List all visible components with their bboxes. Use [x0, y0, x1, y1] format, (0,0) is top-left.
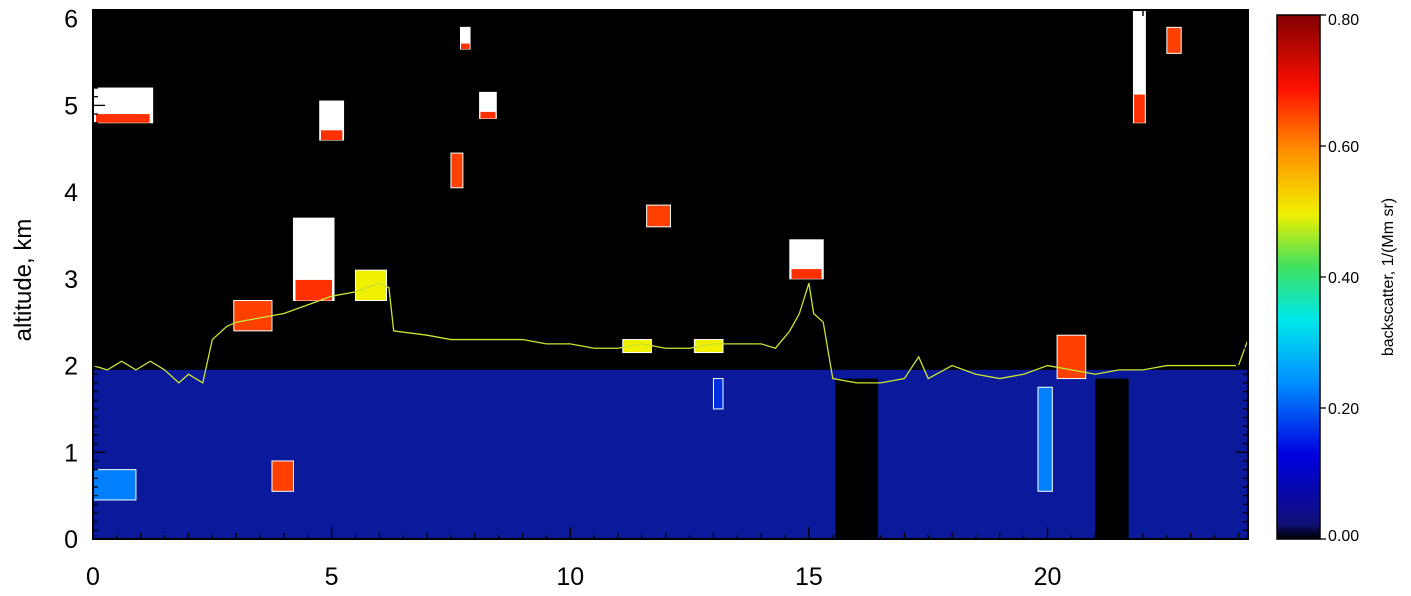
aerosol-patch-core-1 — [320, 130, 343, 141]
aerosol-patch-core-0 — [95, 114, 150, 123]
aerosol-patch-core-5 — [295, 279, 332, 301]
aerosol-patch-core-14 — [1134, 94, 1145, 123]
boundary-layer-region — [93, 369, 1248, 539]
colorbar-tick-label: 0.60 — [1328, 139, 1359, 156]
y-tick-label: 0 — [64, 526, 78, 554]
x-tick-label: 15 — [795, 563, 823, 591]
colorbar-tick-label: 0.40 — [1328, 270, 1359, 287]
x-tick-label: 5 — [325, 563, 339, 591]
colorbar-ticks: 0.00 0.20 0.40 0.60 0.80 — [1320, 12, 1359, 545]
x-tick-label: 20 — [1034, 563, 1062, 591]
boundary-layer-fill — [93, 369, 1248, 539]
aerosol-patch-6 — [233, 300, 273, 332]
aerosol-patch-17 — [712, 378, 724, 410]
colorbar-gradient — [1276, 14, 1321, 540]
series-lines — [93, 282, 1248, 384]
colorbar-tick-label: 0.00 — [1328, 528, 1359, 545]
y-axis-title: altitude, km — [10, 219, 37, 342]
data-gap-0 — [835, 378, 879, 539]
x-tick-label: 10 — [556, 563, 584, 591]
aerosol-patch-12 — [271, 460, 294, 492]
aerosol-patch-core-9 — [791, 269, 822, 279]
aerosol-patches — [93, 10, 1182, 501]
aerosol-patch-11 — [693, 339, 724, 354]
y-tick-label: 5 — [64, 92, 78, 120]
plot-area — [93, 10, 1248, 539]
x-tick-label: 0 — [86, 563, 100, 591]
data-gap-1 — [1095, 378, 1129, 539]
y-tick-label: 2 — [64, 353, 78, 381]
colorbar: 0.00 0.20 0.40 0.60 0.80 backscatter, 1/(Mm … — [1276, 12, 1397, 545]
aerosol-patch-core-2 — [460, 43, 470, 50]
aerosol-patch-7 — [355, 269, 388, 302]
y-tick-label: 4 — [64, 179, 78, 207]
y-tick-label: 6 — [64, 6, 78, 34]
data-gaps — [835, 378, 1129, 539]
plot-frame — [92, 9, 1249, 540]
y-tick-label: 1 — [64, 439, 78, 467]
series-line-0 — [93, 282, 1248, 384]
aerosol-patch-4 — [450, 152, 464, 189]
aerosol-patch-16 — [93, 469, 137, 501]
x-tick-labels: 0 5 10 15 20 — [86, 563, 1061, 591]
y-tick-label: 3 — [64, 266, 78, 294]
colorbar-tick-label: 0.20 — [1328, 401, 1359, 418]
axis-ticks — [92, 9, 1248, 540]
colorbar-tick-label: 0.80 — [1328, 12, 1359, 29]
aerosol-patch-15 — [1166, 26, 1182, 54]
aerosol-patch-18 — [1037, 386, 1053, 492]
aerosol-patch-core-3 — [480, 111, 496, 119]
aerosol-patch-8 — [646, 204, 671, 228]
colorbar-title: backscatter, 1/(Mm sr) — [1380, 198, 1397, 356]
y-tick-labels: 0 1 2 3 4 5 6 — [64, 6, 78, 554]
